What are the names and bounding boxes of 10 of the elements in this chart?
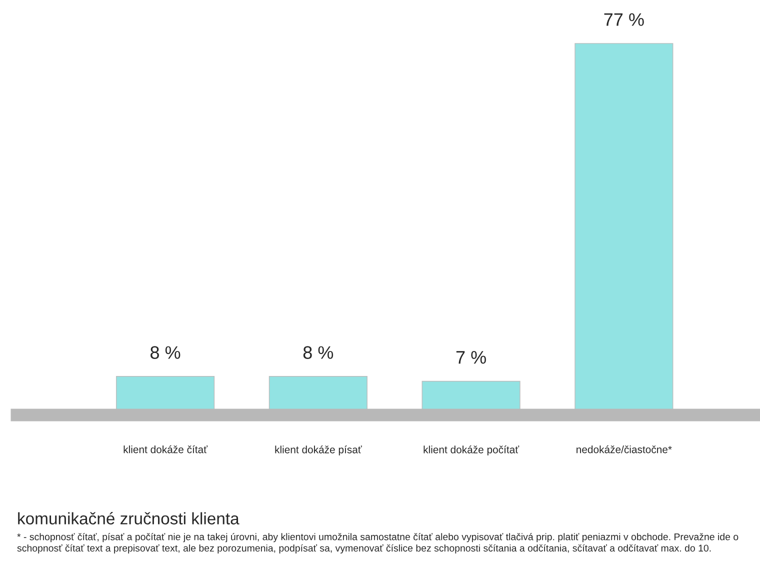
x-axis-title: komunikačné zručnosti klienta bbox=[18, 512, 240, 524]
x-tick-label: klient dokáže počítať bbox=[424, 446, 520, 456]
x-tick-label: klient dokáže čítať bbox=[124, 445, 208, 454]
x-tick-label: klient dokáže písať bbox=[275, 446, 362, 456]
data-label: 8 % bbox=[150, 346, 180, 359]
text: * - schopnosť čítať, písať a počítať nie je na takej úrovni, aby klientovi umožnila samostatne čítať alebo vypisovať tlačivá prip. platiť peniazmi v obchode. Prevažne ide o schopnosť čítať text a prepisovať text, ale bez porozumenia, podpísať sa, vymenovať číslice bez schopnosti sčítania a odčítania, sčítavať a odčítavať max. do 10. bbox=[17, 533, 738, 554]
data-label: 77 % bbox=[604, 13, 644, 26]
data-label: 8 % bbox=[303, 346, 334, 359]
data-label: 7 % bbox=[456, 351, 486, 364]
x-tick-label: nedokáže/čiastočne* bbox=[576, 445, 672, 454]
